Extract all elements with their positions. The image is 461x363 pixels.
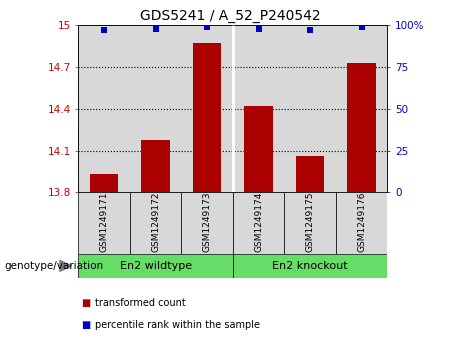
Bar [78,192,130,254]
Text: genotype/variation: genotype/variation [5,261,104,271]
Bar [244,106,273,192]
Bar [347,63,376,192]
Bar [336,192,387,254]
Bar [142,139,170,192]
Text: ■: ■ [81,320,90,330]
Text: GSM1249171: GSM1249171 [100,192,109,252]
Bar [78,254,233,278]
Bar [181,192,233,254]
Bar [233,254,387,278]
Text: ■: ■ [81,298,90,308]
Text: percentile rank within the sample: percentile rank within the sample [95,320,260,330]
Text: GDS5241 / A_52_P240542: GDS5241 / A_52_P240542 [140,9,321,23]
Text: En2 knockout: En2 knockout [272,261,348,271]
Text: transformed count: transformed count [95,298,185,308]
Bar [193,44,221,192]
Text: En2 wildtype: En2 wildtype [119,261,192,271]
Bar [130,192,181,254]
Text: GSM1249172: GSM1249172 [151,192,160,252]
Text: GSM1249174: GSM1249174 [254,192,263,252]
Bar [90,174,118,192]
Text: GSM1249176: GSM1249176 [357,192,366,252]
Bar [284,192,336,254]
Bar [296,156,324,192]
Bar [233,192,284,254]
Text: GSM1249173: GSM1249173 [202,192,212,252]
Text: GSM1249175: GSM1249175 [306,192,314,252]
